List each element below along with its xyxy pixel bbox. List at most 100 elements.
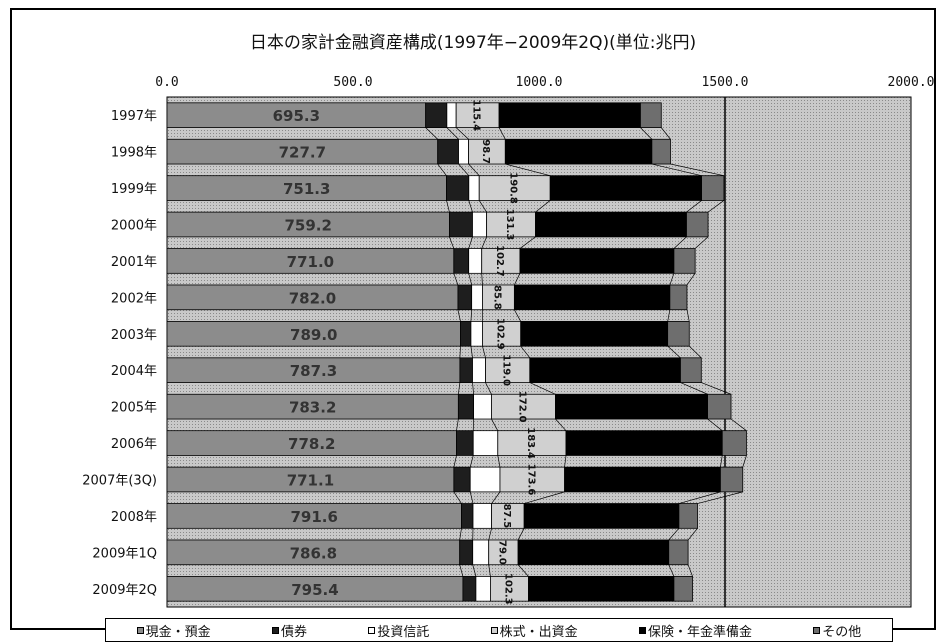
x-tick-label: 2000.0 xyxy=(888,75,934,90)
value-label: 85.8 xyxy=(491,285,502,310)
legend-label: 保険・年金準備金 xyxy=(648,621,752,640)
category-label: 2008年 xyxy=(111,510,157,525)
bar-segment xyxy=(476,576,491,601)
legend-swatch xyxy=(137,627,144,634)
chart-title: 日本の家計金融資産構成(1997年−2009年2Q)(単位:兆円) xyxy=(250,33,696,53)
chart-frame: 日本の家計金融資産構成(1997年−2009年2Q)(単位:兆円) 0.0 500… xyxy=(10,8,936,630)
legend-item: その他 xyxy=(813,621,861,640)
legend: 現金・預金債券投資信託株式・出資金保険・年金準備金その他 xyxy=(105,618,893,642)
bar-segment xyxy=(565,467,721,492)
bar-segment xyxy=(550,176,701,201)
bar-segment xyxy=(460,540,473,565)
bar-segment xyxy=(518,540,669,565)
bar-segment xyxy=(528,576,673,601)
bar-segment xyxy=(446,176,468,201)
category-label: 2009年2Q xyxy=(92,583,157,598)
chart-svg: 日本の家計金融資産構成(1997年−2009年2Q)(単位:兆円) 0.0 500… xyxy=(12,10,934,628)
bar-segment xyxy=(473,431,498,456)
value-label: 695.3 xyxy=(273,107,320,125)
value-label: 102.7 xyxy=(494,245,505,277)
value-label: 789.0 xyxy=(290,326,337,344)
value-label: 102.9 xyxy=(495,318,506,350)
value-label: 795.4 xyxy=(291,581,338,599)
bar-segment xyxy=(524,504,679,529)
value-label: 751.3 xyxy=(283,180,330,198)
value-label: 183.4 xyxy=(525,427,536,459)
value-label: 173.6 xyxy=(525,464,536,496)
category-label: 2002年 xyxy=(111,291,157,306)
bar-segment xyxy=(514,285,669,310)
value-label: 727.7 xyxy=(279,144,326,162)
bar-segment xyxy=(535,212,686,237)
bar-segment xyxy=(505,139,652,164)
bar-segment xyxy=(461,321,471,346)
value-label: 102.3 xyxy=(502,573,513,605)
bar-segment xyxy=(461,504,473,529)
bar-segment xyxy=(473,504,492,529)
value-label: 791.6 xyxy=(291,508,338,526)
x-tick-label: 1000.0 xyxy=(516,75,563,90)
value-label: 778.2 xyxy=(288,435,335,453)
value-label: 115.4 xyxy=(471,99,482,131)
category-label: 2005年 xyxy=(111,401,157,416)
bar-segment xyxy=(449,212,472,237)
bar-segment xyxy=(469,176,479,201)
bar-segment xyxy=(472,212,486,237)
legend-swatch xyxy=(491,627,498,634)
x-tick-label: 0.0 xyxy=(155,75,178,90)
value-label: 771.1 xyxy=(287,472,334,490)
legend-swatch xyxy=(368,627,375,634)
legend-label: 投資信託 xyxy=(377,621,429,640)
legend-label: その他 xyxy=(822,621,861,640)
bar-segment xyxy=(471,321,483,346)
x-tick-label: 1500.0 xyxy=(702,75,749,90)
bar-segment xyxy=(670,285,687,310)
category-label: 2007年(3Q) xyxy=(82,474,157,489)
value-label: 79.0 xyxy=(496,540,507,565)
bar-segment xyxy=(470,467,500,492)
bar-segment xyxy=(454,249,469,274)
category-label: 2009年1Q xyxy=(92,546,157,561)
value-label: 87.5 xyxy=(501,504,512,529)
value-label: 782.0 xyxy=(289,289,336,307)
legend-item: 保険・年金準備金 xyxy=(639,621,752,640)
bar-segment xyxy=(473,540,489,565)
value-label: 119.0 xyxy=(501,354,512,386)
legend-swatch xyxy=(272,627,279,634)
bar-segment xyxy=(472,285,483,310)
value-label: 190.8 xyxy=(508,172,519,204)
value-label: 759.2 xyxy=(284,217,331,235)
bar-segment xyxy=(686,212,708,237)
bar-segment xyxy=(720,467,742,492)
bar-segment xyxy=(463,576,476,601)
category-label: 2004年 xyxy=(111,364,157,379)
bar-segment xyxy=(520,249,674,274)
bar-segment xyxy=(669,540,688,565)
value-label: 787.3 xyxy=(290,362,337,380)
bar-segment xyxy=(426,103,447,128)
bar-segment xyxy=(459,139,469,164)
bar-segment xyxy=(499,103,640,128)
value-label: 783.2 xyxy=(289,399,336,417)
category-label: 1998年 xyxy=(111,146,157,161)
legend-label: 現金・預金 xyxy=(146,621,211,640)
bar-segment xyxy=(474,394,492,419)
bar-segment xyxy=(702,176,724,201)
bar-segment xyxy=(566,431,722,456)
bar-segment xyxy=(652,139,671,164)
bar-segment xyxy=(458,394,473,419)
bar-segment xyxy=(668,321,690,346)
value-label: 771.0 xyxy=(287,253,334,271)
bar-segment xyxy=(521,321,668,346)
bar-segment xyxy=(722,431,746,456)
legend-swatch xyxy=(813,627,820,634)
bar-segment xyxy=(530,358,681,383)
legend-item: 投資信託 xyxy=(368,621,429,640)
bar-segment xyxy=(680,358,701,383)
bar-segment xyxy=(674,576,693,601)
category-label: 2000年 xyxy=(111,219,157,234)
bar-segment xyxy=(708,394,731,419)
x-tick-label: 500.0 xyxy=(333,75,372,90)
bar-segment xyxy=(674,249,695,274)
value-label: 131.3 xyxy=(504,209,515,241)
